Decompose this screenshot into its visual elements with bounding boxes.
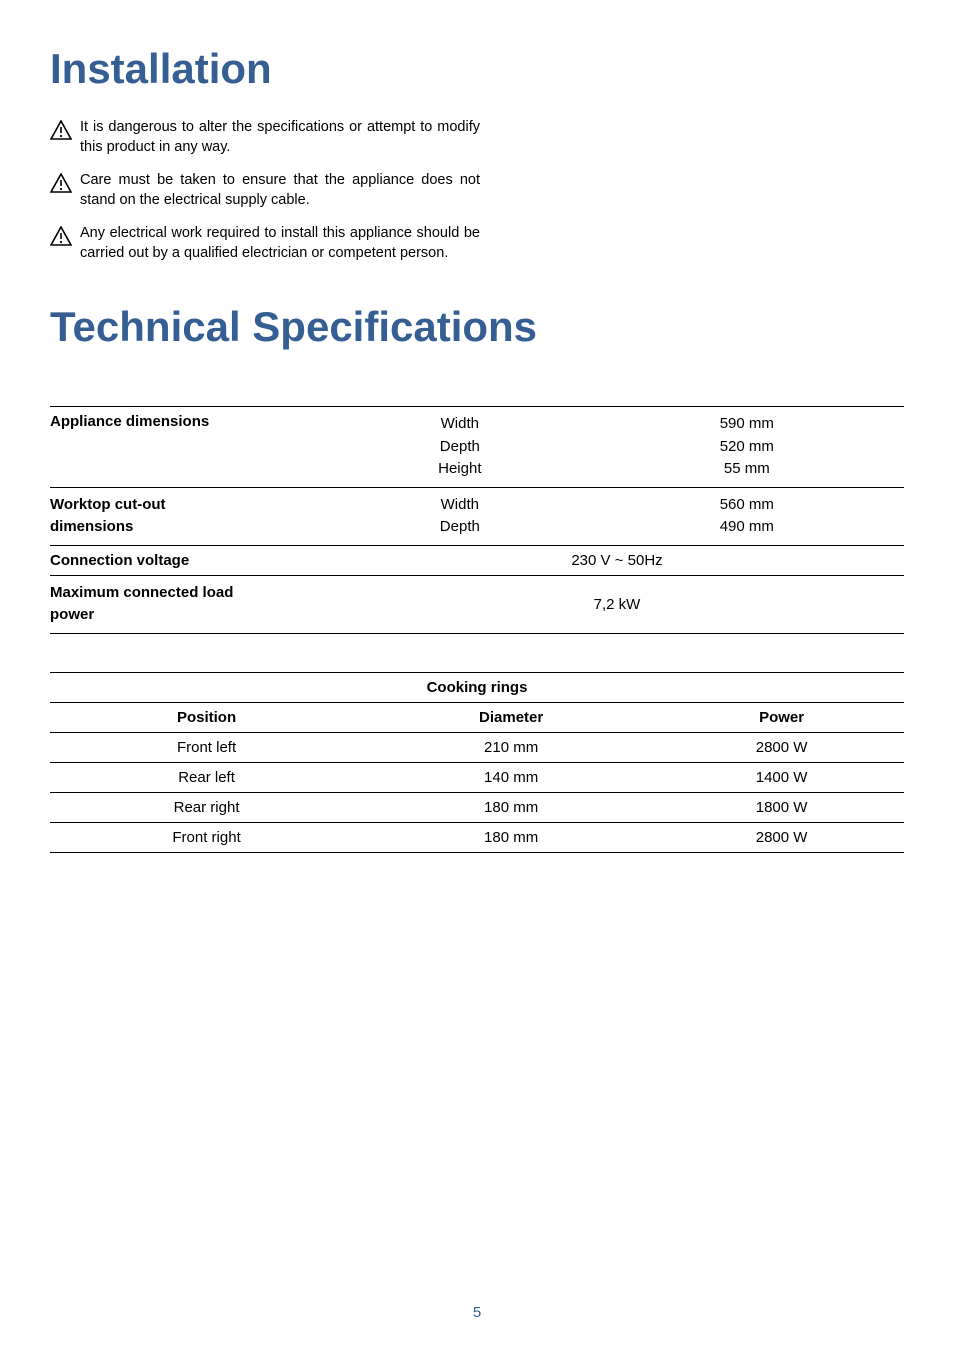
warning-icon	[50, 226, 72, 251]
table-header-row: Position Diameter Power	[50, 702, 904, 732]
col-header: Power	[659, 702, 904, 732]
warning-item: Care must be taken to ensure that the ap…	[50, 171, 480, 210]
param: Width	[334, 494, 586, 517]
param: Depth	[334, 436, 586, 459]
heading-installation: Installation	[50, 45, 904, 93]
table-row: Rear left 140 mm 1400 W	[50, 762, 904, 792]
spec-label: Maximum connected load power	[50, 575, 330, 633]
warning-icon	[50, 120, 72, 145]
spec-label: Connection voltage	[50, 545, 330, 575]
table-row: Front left 210 mm 2800 W	[50, 732, 904, 762]
warning-icon	[50, 173, 72, 198]
warning-item: Any electrical work required to install …	[50, 224, 480, 263]
warning-item: It is dangerous to alter the specificati…	[50, 118, 480, 157]
cell: 1400 W	[659, 762, 904, 792]
warning-text: It is dangerous to alter the specificati…	[80, 118, 480, 157]
cell: 1800 W	[659, 792, 904, 822]
cell: 180 mm	[363, 792, 659, 822]
table-row: Maximum connected load power 7,2 kW	[50, 575, 904, 633]
table-row: Rear right 180 mm 1800 W	[50, 792, 904, 822]
spec-values: 590 mm 520 mm 55 mm	[590, 407, 904, 488]
spec-merged-value: 230 V ~ 50Hz	[330, 545, 904, 575]
label-line: Maximum connected load	[50, 582, 326, 605]
param: Depth	[334, 516, 586, 539]
spec-label: Worktop cut-out dimensions	[50, 487, 330, 545]
cell: Front right	[50, 822, 363, 852]
cell: Rear right	[50, 792, 363, 822]
rings-caption: Cooking rings	[50, 672, 904, 702]
label-line: Worktop cut-out	[50, 494, 326, 517]
label-line: dimensions	[50, 516, 326, 539]
table-row: Worktop cut-out dimensions Width Depth 5…	[50, 487, 904, 545]
specifications-table: Appliance dimensions Width Depth Height …	[50, 406, 904, 634]
spec-values: 560 mm 490 mm	[590, 487, 904, 545]
value: 560 mm	[594, 494, 900, 517]
page-number: 5	[0, 1304, 954, 1321]
cell: Rear left	[50, 762, 363, 792]
table-row: Connection voltage 230 V ~ 50Hz	[50, 545, 904, 575]
col-header: Diameter	[363, 702, 659, 732]
cooking-rings-table: Cooking rings Position Diameter Power Fr…	[50, 672, 904, 853]
param: Height	[334, 458, 586, 481]
param: Width	[334, 413, 586, 436]
value: 55 mm	[594, 458, 900, 481]
cell: 180 mm	[363, 822, 659, 852]
spec-merged-value: 7,2 kW	[330, 575, 904, 633]
value: 490 mm	[594, 516, 900, 539]
warning-text: Any electrical work required to install …	[80, 224, 480, 263]
cell: 2800 W	[659, 732, 904, 762]
value: 590 mm	[594, 413, 900, 436]
table-row: Front right 180 mm 2800 W	[50, 822, 904, 852]
spec-params: Width Depth Height	[330, 407, 590, 488]
value: 520 mm	[594, 436, 900, 459]
spec-params: Width Depth	[330, 487, 590, 545]
heading-tech-specs: Technical Specifications	[50, 303, 904, 351]
table-row: Appliance dimensions Width Depth Height …	[50, 407, 904, 488]
cell: Front left	[50, 732, 363, 762]
cell: 140 mm	[363, 762, 659, 792]
cell: 2800 W	[659, 822, 904, 852]
label-line: power	[50, 604, 326, 627]
cell: 210 mm	[363, 732, 659, 762]
warning-text: Care must be taken to ensure that the ap…	[80, 171, 480, 210]
table-caption-row: Cooking rings	[50, 672, 904, 702]
col-header: Position	[50, 702, 363, 732]
warnings-block: It is dangerous to alter the specificati…	[50, 118, 480, 263]
spec-label: Appliance dimensions	[50, 407, 330, 488]
